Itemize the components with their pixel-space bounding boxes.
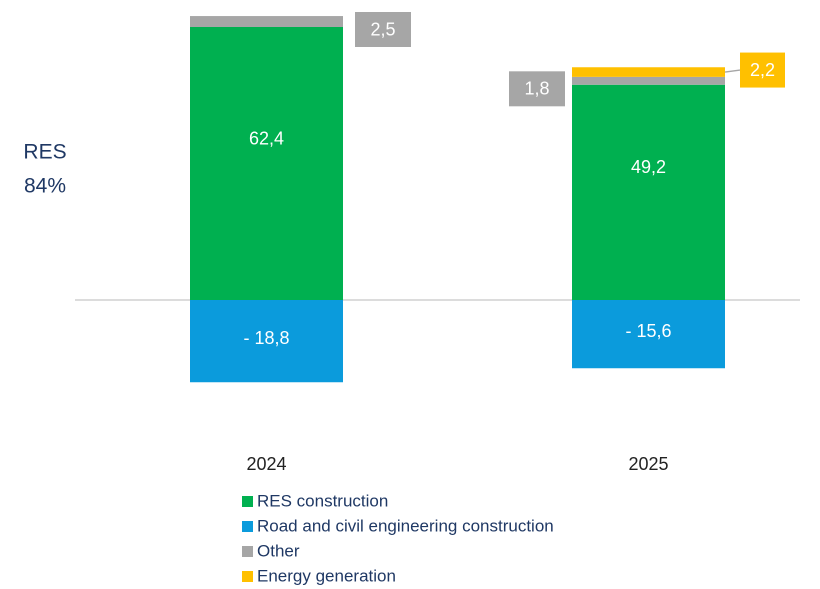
legend-swatch: [242, 571, 253, 582]
legend-swatch: [242, 546, 253, 557]
legend-label: Other: [257, 541, 300, 560]
callout-line: [724, 69, 741, 73]
bar-segment: [190, 16, 343, 27]
legend-label: RES construction: [257, 491, 388, 510]
data-label: 1,8: [524, 79, 549, 99]
annotation: 84%: [24, 175, 66, 198]
legend-swatch: [242, 521, 253, 532]
data-label: - 15,6: [625, 321, 671, 341]
label-box: [740, 52, 785, 88]
data-label: 49,2: [631, 157, 666, 177]
data-label: 62,4: [249, 128, 284, 148]
legend-swatch: [242, 496, 253, 507]
bar-segment: [572, 67, 725, 77]
x-tick-label: 2024: [246, 454, 286, 474]
bar-segment: [572, 300, 725, 369]
bar-segment: [190, 300, 343, 383]
bar-segment: [572, 84, 725, 300]
data-label: 2,5: [370, 19, 395, 39]
bar-segment: [190, 27, 343, 300]
bar-segment: [572, 76, 725, 85]
label-box: [355, 12, 411, 47]
data-label: - 18,8: [243, 328, 289, 348]
label-box: [509, 71, 565, 107]
legend-label: Road and civil engineering construction: [257, 516, 554, 535]
annotation: RES: [23, 141, 66, 164]
x-tick-label: 2025: [628, 454, 668, 474]
legend-label: Energy generation: [257, 566, 396, 585]
data-label: 2,2: [750, 60, 775, 80]
